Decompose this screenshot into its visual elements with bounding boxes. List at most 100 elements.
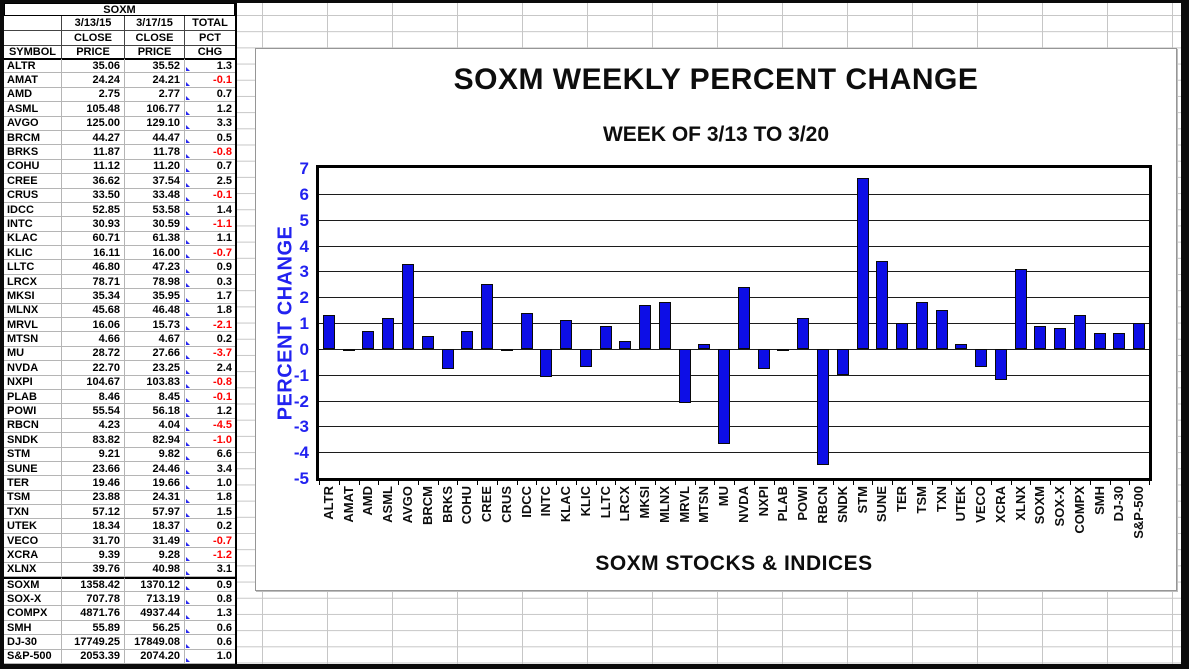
cell-pct-chg[interactable]: 6.6 — [185, 448, 235, 462]
cell-pct-chg[interactable]: 0.6 — [185, 621, 235, 636]
cell-symbol[interactable]: TER — [4, 476, 62, 491]
cell-close-2[interactable]: 11.20 — [125, 159, 185, 175]
cell-symbol[interactable]: SOX-X — [4, 592, 62, 607]
cell-symbol[interactable]: INTC — [4, 217, 62, 232]
header-cell-symbol[interactable]: SYMBOL — [4, 46, 62, 60]
cell-symbol[interactable]: CREE — [4, 174, 62, 189]
bar-xcra[interactable] — [994, 348, 1007, 380]
bar-tsm[interactable] — [915, 302, 928, 349]
cell-close-1[interactable]: 45.68 — [62, 303, 125, 319]
bar-klac[interactable] — [560, 320, 572, 349]
cell-pct-chg[interactable]: 0.9 — [185, 577, 235, 593]
cell-close-2[interactable]: 46.48 — [125, 303, 185, 319]
bar-lltc[interactable] — [599, 325, 612, 349]
table-title-cell[interactable]: SOXM — [4, 3, 235, 16]
header-cell-date2[interactable]: 3/17/15 — [125, 16, 185, 31]
bar-avgo[interactable] — [401, 263, 414, 349]
cell-pct-chg[interactable]: 0.6 — [185, 635, 235, 650]
cell-pct-chg[interactable]: 1.0 — [185, 650, 235, 664]
cell-symbol[interactable]: LLTC — [4, 260, 62, 275]
cell-symbol[interactable]: VECO — [4, 533, 62, 549]
bar-xlnx[interactable] — [1014, 268, 1027, 349]
cell-close-1[interactable]: 16.06 — [62, 318, 125, 333]
cell-pct-chg[interactable]: -0.8 — [185, 376, 235, 390]
cell-close-1[interactable]: 60.71 — [62, 231, 125, 247]
cell-pct-chg[interactable]: 0.3 — [185, 275, 235, 290]
cell-symbol[interactable]: NVDA — [4, 361, 62, 376]
cell-pct-chg[interactable]: 3.4 — [185, 462, 235, 477]
bar-sox-x[interactable] — [1054, 328, 1067, 349]
cell-symbol[interactable]: NXPI — [4, 375, 62, 390]
cell-close-1[interactable]: 1358.42 — [62, 577, 125, 593]
cell-close-1[interactable]: 8.46 — [62, 389, 125, 405]
cell-close-1[interactable]: 9.21 — [62, 447, 125, 462]
cell-pct-chg[interactable]: -1.0 — [185, 433, 235, 448]
cell-symbol[interactable]: TSM — [4, 490, 62, 506]
cell-pct-chg[interactable]: -1.2 — [185, 548, 235, 563]
cell-close-2[interactable]: 4937.44 — [125, 606, 185, 621]
cell-pct-chg[interactable]: -0.7 — [185, 246, 235, 261]
cell-symbol[interactable]: XCRA — [4, 548, 62, 563]
header-cell-chg[interactable]: CHG — [185, 46, 235, 60]
header-cell-price1[interactable]: PRICE — [62, 46, 125, 60]
cell-symbol[interactable]: AMAT — [4, 73, 62, 88]
cell-pct-chg[interactable]: -4.5 — [185, 419, 235, 434]
bar-txn[interactable] — [935, 310, 948, 349]
cell-pct-chg[interactable]: 0.8 — [185, 592, 235, 607]
cell-symbol[interactable]: MLNX — [4, 303, 62, 319]
cell-close-1[interactable]: 44.27 — [62, 130, 125, 146]
cell-close-1[interactable]: 4.23 — [62, 418, 125, 434]
bar-cree[interactable] — [481, 284, 493, 349]
cell-symbol[interactable]: DJ-30 — [4, 635, 62, 650]
cell-close-1[interactable]: 2.75 — [62, 87, 125, 103]
cell-pct-chg[interactable]: 1.1 — [185, 232, 235, 247]
bar-powi[interactable] — [797, 317, 810, 349]
cell-pct-chg[interactable]: 2.5 — [185, 174, 235, 189]
cell-close-1[interactable]: 707.78 — [62, 592, 125, 607]
bar-nvda[interactable] — [737, 286, 750, 349]
bar-dj-30[interactable] — [1113, 333, 1126, 349]
cell-close-2[interactable]: 33.48 — [125, 188, 185, 203]
cell-close-1[interactable]: 19.46 — [62, 476, 125, 491]
cell-symbol[interactable]: AMD — [4, 87, 62, 103]
cell-pct-chg[interactable]: 2.4 — [185, 361, 235, 376]
cell-close-2[interactable]: 1370.12 — [125, 577, 185, 593]
cell-pct-chg[interactable]: 1.4 — [185, 203, 235, 218]
chart-object[interactable]: SOXM WEEKLY PERCENT CHANGE WEEK OF 3/13 … — [255, 48, 1177, 591]
cell-symbol[interactable]: KLIC — [4, 246, 62, 261]
cell-close-2[interactable]: 35.95 — [125, 289, 185, 304]
cell-pct-chg[interactable]: -0.7 — [185, 534, 235, 549]
bar-amat[interactable] — [342, 348, 355, 352]
cell-close-1[interactable]: 52.85 — [62, 202, 125, 218]
cell-symbol[interactable]: PLAB — [4, 389, 62, 405]
cell-pct-chg[interactable]: -0.8 — [185, 145, 235, 160]
cell-close-2[interactable]: 106.77 — [125, 102, 185, 117]
cell-symbol[interactable]: SOXM — [4, 577, 62, 593]
cell-pct-chg[interactable]: 0.7 — [185, 160, 235, 175]
cell-close-1[interactable]: 4.66 — [62, 332, 125, 347]
bar-soxm[interactable] — [1034, 325, 1047, 349]
cell-close-1[interactable]: 55.89 — [62, 620, 125, 636]
cell-close-1[interactable]: 11.87 — [62, 145, 125, 160]
bar-mu[interactable] — [718, 348, 731, 445]
bar-veco[interactable] — [975, 348, 987, 367]
cell-close-1[interactable]: 31.70 — [62, 533, 125, 549]
cell-close-2[interactable]: 24.31 — [125, 490, 185, 506]
header-cell-blank[interactable] — [4, 16, 62, 31]
cell-close-1[interactable]: 16.11 — [62, 246, 125, 261]
cell-close-1[interactable]: 105.48 — [62, 102, 125, 117]
header-cell-pct[interactable]: PCT — [185, 31, 235, 46]
bar-brks[interactable] — [441, 348, 454, 370]
bar-plab[interactable] — [777, 348, 790, 352]
cell-close-2[interactable]: 713.19 — [125, 592, 185, 607]
cell-close-2[interactable]: 53.58 — [125, 202, 185, 218]
cell-close-2[interactable]: 61.38 — [125, 231, 185, 247]
cell-pct-chg[interactable]: 1.3 — [185, 606, 235, 621]
bar-compx[interactable] — [1073, 315, 1086, 349]
cell-close-1[interactable]: 22.70 — [62, 361, 125, 376]
cell-close-2[interactable]: 78.98 — [125, 274, 185, 290]
cell-close-1[interactable]: 2053.39 — [62, 649, 125, 664]
header-cell-price2[interactable]: PRICE — [125, 46, 185, 60]
cell-close-2[interactable]: 9.28 — [125, 548, 185, 563]
cell-close-1[interactable]: 46.80 — [62, 260, 125, 275]
